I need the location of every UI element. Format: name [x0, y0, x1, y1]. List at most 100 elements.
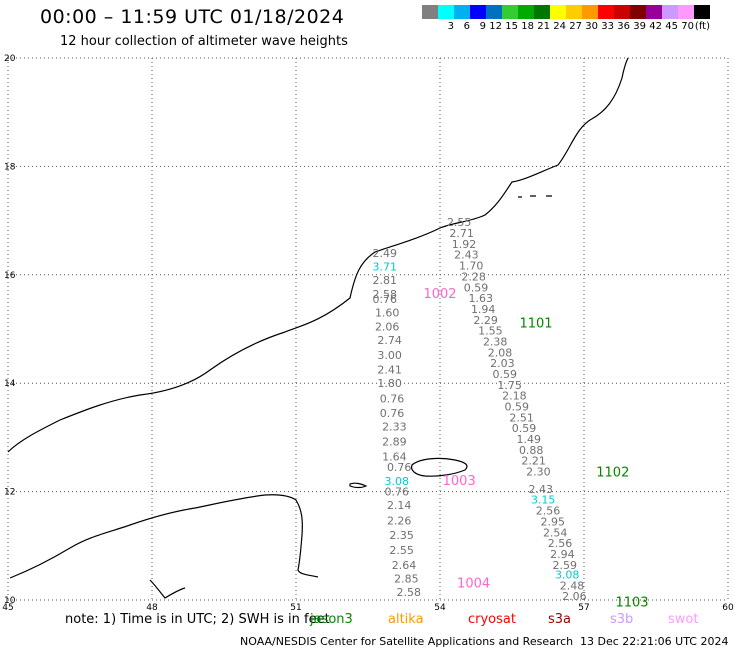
lon-tick-label: 51 [290, 603, 301, 612]
satellite-name: s3b [610, 612, 634, 627]
track-id-label: 1004 [457, 577, 490, 592]
swh-value: 1.80 [377, 377, 402, 390]
scale-swatch [486, 5, 502, 19]
swh-value: 2.85 [394, 572, 419, 585]
scale-tick-label: 70 [681, 21, 694, 32]
swh-value: 2.03 [490, 357, 515, 370]
scale-swatch [470, 5, 486, 19]
scale-swatch [598, 5, 614, 19]
scale-tick-label: 36 [617, 21, 630, 32]
swh-value: 2.18 [502, 390, 527, 403]
lat-tick-label: 12 [4, 488, 15, 498]
lat-tick-label: 20 [4, 54, 16, 64]
swh-value: 2.26 [387, 514, 412, 527]
swh-value: 2.06 [375, 320, 400, 333]
scale-tick-label: 33 [601, 21, 614, 32]
swh-value: 1.92 [452, 238, 477, 251]
swh-value: 2.71 [449, 227, 474, 240]
scale-tick-label: 15 [505, 21, 518, 32]
axis-labels: 45 48 51 54 57 60 20 18 16 14 12 10 [2, 54, 734, 612]
swh-value: 1.60 [375, 307, 400, 320]
satellite-name: cryosat [468, 612, 516, 627]
scale-swatch [646, 5, 662, 19]
swh-value: 2.48 [560, 579, 585, 592]
track-id-label: 1103 [615, 596, 648, 611]
satellite-name: swot [668, 612, 699, 627]
swh-value: 2.43 [529, 483, 554, 496]
scale-tick-label: 24 [553, 21, 566, 32]
swh-value: 1.70 [459, 260, 484, 273]
swh-value: 1.64 [382, 450, 407, 463]
scale-tick-label: 27 [569, 21, 582, 32]
swh-value: 2.06 [562, 590, 587, 603]
swh-value: 2.55 [447, 216, 472, 229]
scale-swatch [502, 5, 518, 19]
wave-height-scale-labels: 3 6 9 12 15 18 21 24 27 30 33 36 39 42 45 70 (ft) [422, 21, 710, 32]
swh-value: 2.49 [373, 247, 398, 260]
swh-value: 2.08 [488, 346, 513, 359]
satellite-name: s3a [548, 612, 572, 627]
swh-value: 0.59 [505, 401, 530, 414]
swh-value: 3.71 [373, 261, 398, 274]
map-subtitle: 12 hour collection of altimeter wave hei… [60, 34, 348, 49]
scale-tick-label: 18 [521, 21, 534, 32]
scale-swatch [694, 5, 710, 19]
swh-value: 3.08 [555, 569, 580, 582]
credit-line: NOAA/NESDIS Center for Satellite Applica… [240, 635, 574, 648]
swh-value: 2.95 [541, 515, 566, 528]
scale-swatch [518, 5, 534, 19]
swh-value: 3.08 [385, 475, 410, 488]
scale-tick-label: 3 [447, 21, 454, 32]
swh-value: 2.94 [550, 548, 575, 561]
track-id-label: 1002 [423, 287, 456, 302]
lon-tick-label: 48 [146, 603, 158, 612]
abd-al-kuri-island [349, 482, 368, 489]
scale-swatch [662, 5, 678, 19]
swh-value: 1.55 [478, 325, 503, 338]
swh-value: 1.75 [497, 379, 522, 392]
map-title: 00:00 – 11:59 UTC 01/18/2024 [40, 6, 345, 28]
swh-value: 2.51 [509, 411, 534, 424]
coastline [7, 57, 629, 599]
scale-swatch [614, 5, 630, 19]
lat-tick-label: 14 [4, 379, 16, 389]
footnote: note: 1) Time is in UTC; 2) SWH is in fe… [65, 612, 330, 627]
scale-tick-label: 9 [479, 21, 486, 32]
scale-tick-label: 39 [633, 21, 646, 32]
swh-value: 2.55 [389, 544, 414, 557]
swh-value: 0.76 [387, 461, 412, 474]
swh-value: 2.41 [377, 364, 402, 377]
swh-value: 0.59 [512, 422, 537, 435]
swh-value: 1.49 [517, 433, 542, 446]
swh-value: 2.14 [387, 499, 412, 512]
swh-value: 0.59 [464, 281, 489, 294]
scale-swatch [454, 5, 470, 19]
measurement-labels: 2.552.711.922.431.702.280.591.631.942.29… [373, 216, 587, 603]
kuria-muria-islets [518, 195, 552, 198]
lon-tick-label: 45 [2, 603, 13, 612]
swh-value: 0.59 [493, 368, 518, 381]
scale-swatch [566, 5, 582, 19]
swh-value: 3.15 [531, 494, 556, 507]
scale-tick-label: (ft) [694, 21, 710, 32]
swh-value: 2.58 [397, 586, 422, 599]
footnote-text: note: 1) Time is in UTC; 2) SWH is in fe… [65, 612, 330, 627]
swh-value: 2.64 [392, 559, 417, 572]
scale-swatch [582, 5, 598, 19]
scale-tick-label: 42 [649, 21, 662, 32]
scale-swatch [438, 5, 454, 19]
scale-tick-label: 21 [537, 21, 550, 32]
lat-tick-label: 10 [4, 596, 16, 606]
socotra-island [410, 457, 468, 477]
scale-swatch [678, 5, 694, 19]
swh-value: 2.30 [526, 466, 551, 479]
scale-tick-label: 45 [665, 21, 678, 32]
track-id-label: 1003 [443, 474, 476, 489]
track-id-label: 1102 [596, 466, 629, 481]
swh-value: 2.74 [377, 334, 402, 347]
track-id-label: 1101 [519, 317, 552, 332]
swh-value: 2.58 [373, 288, 398, 301]
altimeter-map: 2.552.711.922.431.702.280.591.631.942.29… [2, 54, 734, 612]
lat-tick-label: 16 [4, 271, 16, 281]
swh-value: 2.29 [473, 314, 498, 327]
